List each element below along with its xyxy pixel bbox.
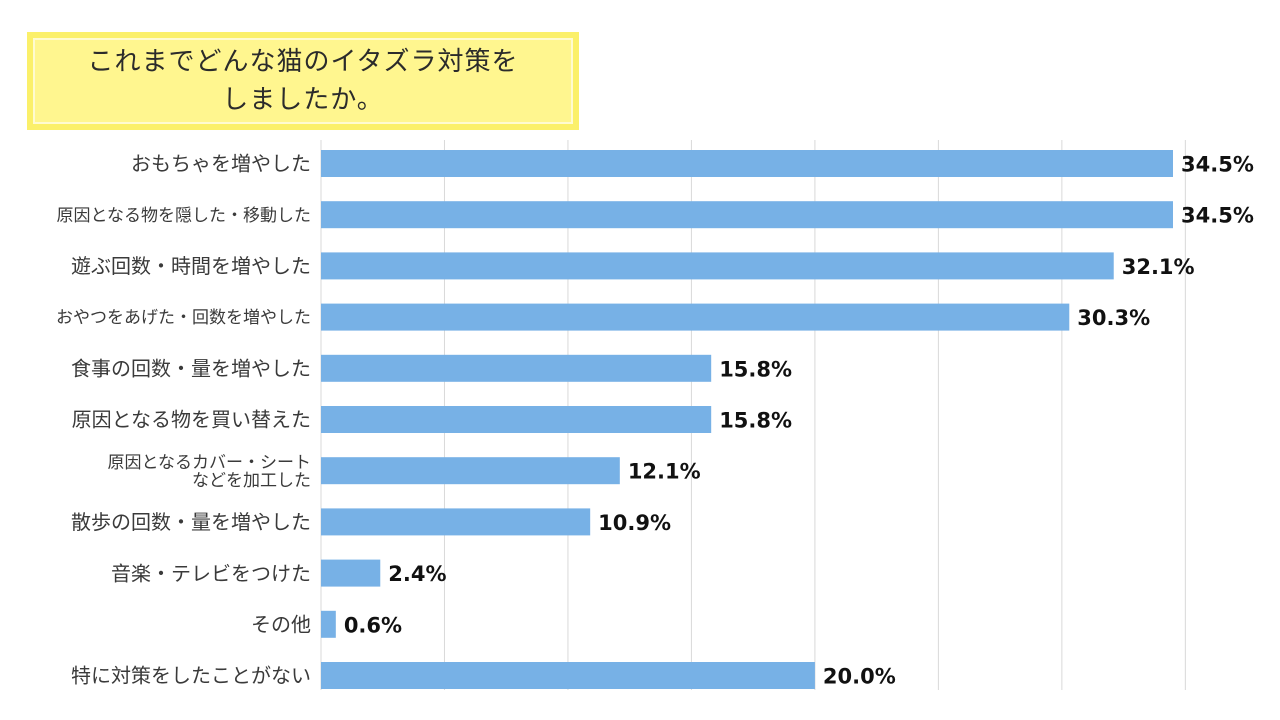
category-label: 遊ぶ回数・時間を増やした [71, 254, 311, 278]
value-label: 15.8% [719, 409, 792, 433]
bar [321, 610, 336, 638]
category-label: その他 [251, 613, 311, 637]
category-label: おもちゃを増やした [131, 152, 311, 176]
value-label: 10.9% [598, 511, 671, 535]
bar [321, 406, 712, 433]
value-label: 32.1% [1122, 255, 1195, 279]
value-label: 20.0% [823, 665, 896, 689]
value-label: 2.4% [388, 562, 446, 586]
category-label: 食事の回数・量を増やした [71, 357, 311, 381]
bar [321, 303, 1070, 331]
category-label: 原因となる物を買い替えた [72, 408, 311, 432]
bar [321, 201, 1173, 229]
value-label: 34.5% [1181, 153, 1254, 177]
chart-title-box: これまでどんな猫のイタズラ対策を しましたか。 [27, 32, 579, 130]
bar [321, 150, 1173, 177]
bar [321, 508, 591, 536]
bar [321, 662, 815, 689]
category-label: 音楽・テレビをつけた [111, 561, 311, 585]
chart-title: これまでどんな猫のイタズラ対策を しましたか。 [87, 47, 519, 115]
bar [321, 354, 712, 382]
value-label: 34.5% [1181, 204, 1254, 228]
value-label: 0.6% [344, 613, 402, 637]
category-label: 散歩の回数・量を増やした [71, 510, 311, 534]
bar [321, 457, 620, 485]
bar [321, 559, 381, 587]
category-label: おやつをあげた・回数を増やした [56, 308, 311, 328]
value-label: 12.1% [628, 460, 701, 484]
value-label: 30.3% [1077, 306, 1150, 330]
value-label: 15.8% [719, 357, 792, 381]
category-label: 原因となるカバー・シートなどを加工した [108, 453, 312, 491]
category-label: 特に対策をしたことがない [71, 664, 311, 688]
bar [321, 252, 1114, 280]
category-label: 原因となる物を隠した・移動した [57, 206, 312, 226]
